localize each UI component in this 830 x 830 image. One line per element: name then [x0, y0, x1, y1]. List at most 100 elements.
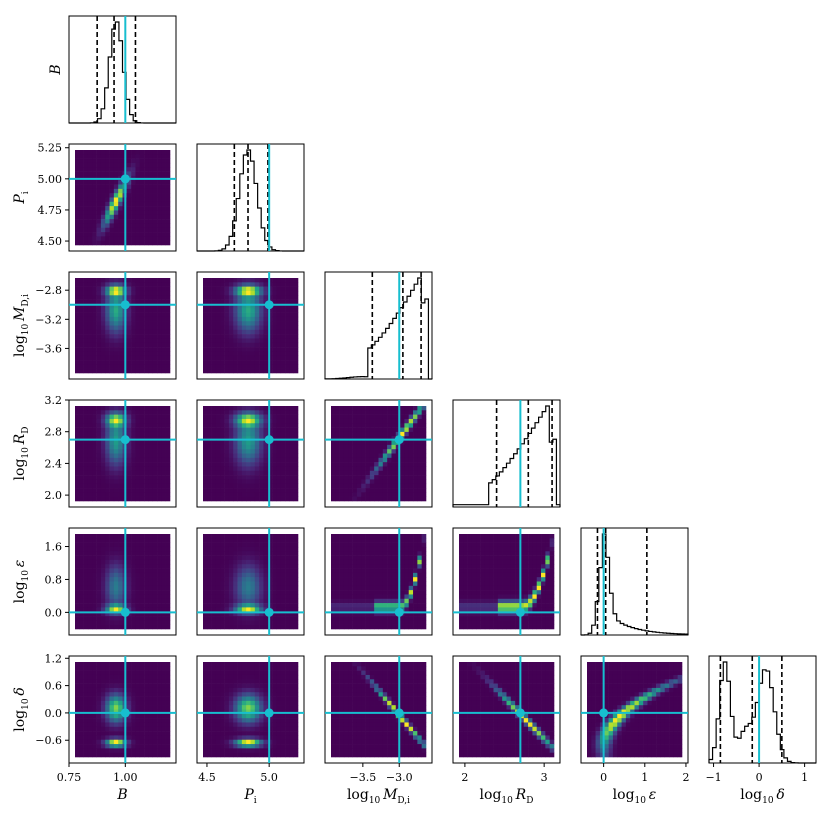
density-cell: [105, 453, 110, 459]
density-cell: [289, 488, 294, 493]
density-cell: [467, 534, 473, 539]
density-cell: [417, 427, 422, 433]
hist-frame-RD: [452, 399, 561, 508]
density-cell: [276, 338, 282, 344]
density-cell: [348, 616, 353, 621]
density-cell: [246, 299, 251, 305]
density-cell: [224, 581, 230, 587]
density-cell: [87, 551, 93, 556]
density-cell: [92, 167, 97, 172]
density-cell: [96, 236, 102, 241]
density-cell: [250, 457, 256, 463]
density-cell: [113, 342, 119, 348]
density-cell: [536, 551, 542, 556]
density-cell: [237, 342, 243, 348]
density-cell: [541, 572, 546, 578]
density-cell: [356, 611, 362, 617]
density-cell: [211, 555, 217, 561]
hist-step-eps: [580, 533, 689, 636]
density-cell: [233, 329, 238, 335]
density-cell: [79, 321, 84, 326]
density-cell: [352, 624, 358, 630]
density-cell: [144, 303, 149, 309]
density-cell: [144, 197, 149, 203]
density-cell: [139, 321, 145, 326]
density-cell: [92, 184, 97, 190]
density-cell: [532, 616, 538, 621]
density-cell: [220, 282, 225, 287]
density-cell: [280, 312, 286, 318]
density-cell: [92, 316, 97, 322]
density-cell: [228, 470, 234, 476]
density-cell: [404, 585, 410, 591]
density-cell: [83, 214, 89, 220]
density-cell: [335, 453, 340, 459]
density-cell: [280, 360, 286, 365]
density-cell: [254, 444, 260, 450]
density-cell: [83, 479, 89, 485]
density-cell: [343, 616, 349, 621]
density-cell: [215, 585, 221, 591]
density-cell: [413, 444, 418, 450]
density-cell: [228, 559, 234, 565]
density-cell: [387, 475, 392, 480]
density-cell: [463, 551, 468, 556]
density-cell: [272, 299, 277, 305]
density-cell: [211, 453, 217, 459]
density-cell: [471, 546, 477, 552]
density-cell: [92, 368, 97, 374]
density-cell: [378, 585, 384, 591]
density-cell: [250, 329, 256, 335]
density-cell: [515, 568, 520, 574]
density-cell: [343, 611, 349, 617]
density-cell: [144, 462, 149, 467]
density-cell: [391, 607, 397, 613]
density-cell: [254, 546, 260, 552]
density-cell: [272, 364, 277, 369]
density-cell: [83, 427, 89, 433]
density-cell: [215, 342, 221, 348]
density-cell: [148, 223, 154, 229]
density-cell: [365, 568, 371, 574]
density-cell: [126, 338, 132, 344]
density-cell: [272, 585, 277, 591]
density-cell: [233, 568, 238, 574]
density-cell: [471, 624, 477, 630]
density-cell: [83, 611, 89, 617]
density-cell: [285, 410, 290, 415]
density-cell: [285, 546, 290, 552]
density-cell: [135, 546, 141, 552]
density-cell: [224, 546, 230, 552]
density-cell: [203, 568, 208, 574]
density-cell: [339, 611, 345, 617]
density-cell: [280, 598, 286, 604]
density-cell: [233, 436, 238, 441]
density-cell: [374, 581, 379, 587]
density-cell: [237, 282, 243, 287]
density-cell: [289, 414, 294, 420]
density-cell: [92, 590, 97, 595]
density-cell: [109, 368, 115, 374]
density-cell: [374, 624, 379, 630]
density-cell: [215, 546, 221, 552]
density-cell: [79, 214, 84, 220]
density-cell: [79, 726, 84, 732]
density-cell: [211, 598, 217, 604]
density-cell: [157, 334, 162, 339]
density-cell: [404, 479, 410, 485]
density-cell: [79, 303, 84, 309]
density-cell: [404, 449, 410, 454]
density-cell: [126, 351, 132, 357]
density-cell: [126, 598, 132, 604]
density-cell: [83, 308, 89, 313]
density-cell: [152, 496, 158, 502]
density-cell: [391, 440, 397, 446]
density-cell: [285, 368, 290, 374]
density-cell: [105, 210, 110, 216]
density-cell: [254, 624, 260, 630]
density-cell: [510, 590, 516, 595]
density-cell: [352, 611, 358, 617]
density-cell: [250, 278, 256, 283]
density-cell: [105, 219, 110, 224]
density-cell: [463, 590, 468, 595]
